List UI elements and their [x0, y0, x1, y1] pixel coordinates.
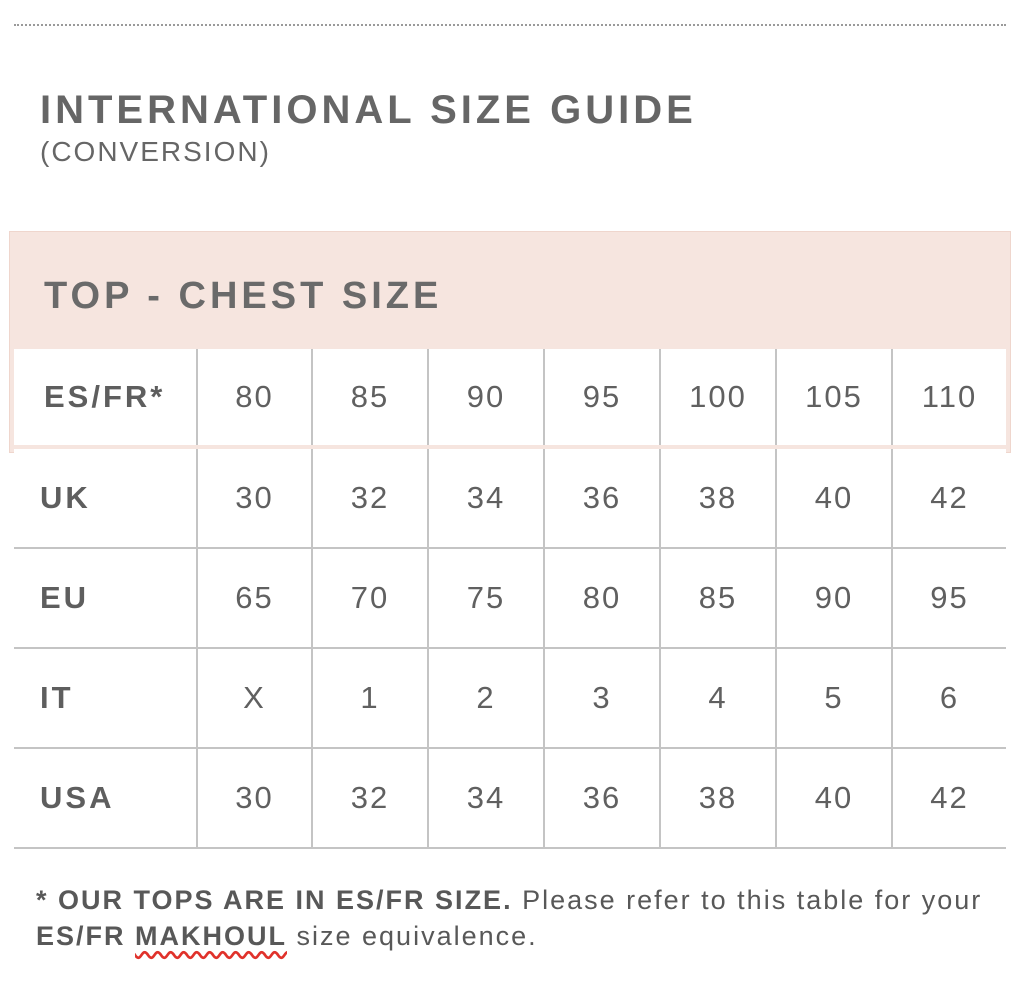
table-cell: 105: [775, 349, 891, 445]
footnote-size-label: ES/FR: [36, 921, 136, 951]
table-cell: 36: [543, 449, 659, 549]
table-cell: 6: [891, 649, 1006, 749]
table-cell: 75: [427, 549, 543, 649]
table-cell: 65: [196, 549, 311, 649]
row-label-es-fr: ES/FR*: [14, 349, 196, 445]
table-cell: 30: [196, 449, 311, 549]
table-cell: 42: [891, 749, 1006, 849]
table-cell: 32: [311, 449, 427, 549]
footnote-lead: * OUR TOPS ARE IN ES/FR SIZE.: [36, 885, 513, 915]
page-subtitle: (CONVERSION): [40, 136, 271, 167]
table-cell: 38: [659, 449, 775, 549]
table-cell: 42: [891, 449, 1006, 549]
table-cell: 40: [775, 749, 891, 849]
highlight-separator: [14, 445, 1006, 449]
dotted-divider: [14, 24, 1006, 26]
table-cell: 100: [659, 349, 775, 445]
table-cell: 3: [543, 649, 659, 749]
table-cell: 80: [196, 349, 311, 445]
table-cell: 90: [775, 549, 891, 649]
page-title: INTERNATIONAL SIZE GUIDE: [40, 88, 697, 132]
table-cell: X: [196, 649, 311, 749]
table-cell: 34: [427, 449, 543, 549]
table-cell: 34: [427, 749, 543, 849]
section-title: TOP - CHEST SIZE: [44, 275, 443, 317]
table-cell: 32: [311, 749, 427, 849]
table-cell: 38: [659, 749, 775, 849]
row-label-it: IT: [14, 649, 196, 749]
table-cell: 70: [311, 549, 427, 649]
table-cell: 1: [311, 649, 427, 749]
row-label-eu: EU: [14, 549, 196, 649]
table-cell: 5: [775, 649, 891, 749]
table-cell: 85: [311, 349, 427, 445]
row-label-uk: UK: [14, 449, 196, 549]
footnote-text: Please refer to this table for your: [512, 885, 983, 915]
footnote: * OUR TOPS ARE IN ES/FR SIZE. Please ref…: [36, 882, 996, 954]
footnote-brand: MAKHOUL: [135, 921, 287, 951]
table-cell: 95: [891, 549, 1006, 649]
row-label-usa: USA: [14, 749, 196, 849]
table-cell: 80: [543, 549, 659, 649]
table-cell: 85: [659, 549, 775, 649]
table-cell: 2: [427, 649, 543, 749]
footnote-text-end: size equivalence.: [287, 921, 538, 951]
table-cell: 30: [196, 749, 311, 849]
table-cell: 4: [659, 649, 775, 749]
table-cell: 90: [427, 349, 543, 445]
table-cell: 110: [891, 349, 1006, 445]
table-cell: 95: [543, 349, 659, 445]
table-cell: 40: [775, 449, 891, 549]
size-conversion-table: ES/FR* 80 85 90 95 100 105 110 UK 30 32 …: [14, 349, 1006, 849]
table-cell: 36: [543, 749, 659, 849]
